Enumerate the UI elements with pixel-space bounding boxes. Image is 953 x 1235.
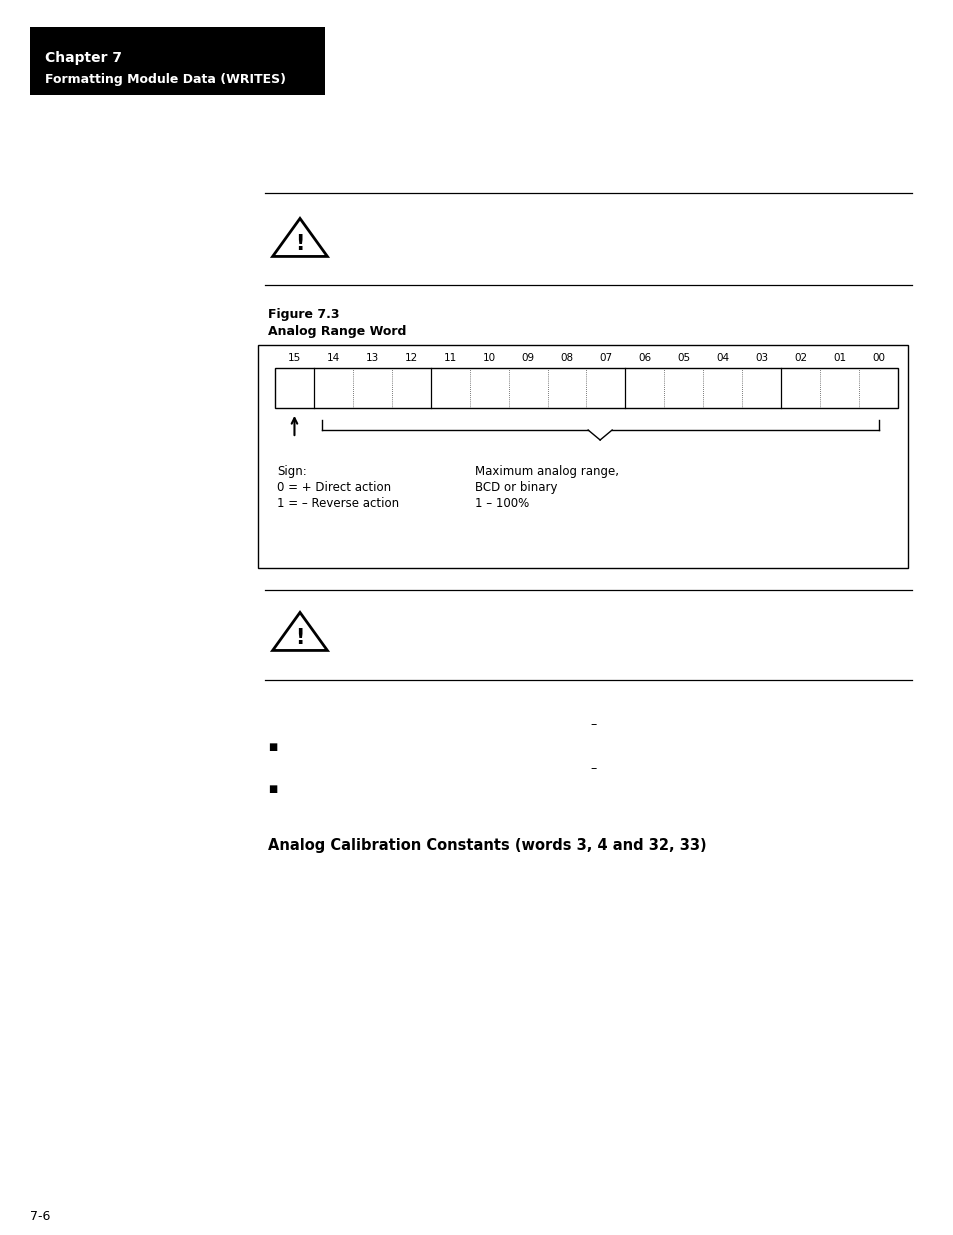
Bar bbox=[257, 345, 907, 568]
Text: Formatting Module Data (WRITES): Formatting Module Data (WRITES) bbox=[45, 74, 286, 86]
Text: 04: 04 bbox=[716, 353, 729, 363]
Text: 12: 12 bbox=[404, 353, 417, 363]
Text: 07: 07 bbox=[598, 353, 612, 363]
Text: 03: 03 bbox=[755, 353, 767, 363]
Text: 14: 14 bbox=[327, 353, 339, 363]
Text: Sign:: Sign: bbox=[276, 466, 307, 478]
Text: 11: 11 bbox=[443, 353, 456, 363]
Bar bbox=[274, 368, 897, 408]
Text: –: – bbox=[589, 762, 596, 776]
Text: Analog Range Word: Analog Range Word bbox=[268, 325, 406, 338]
Text: –: – bbox=[589, 718, 596, 731]
Text: ■: ■ bbox=[268, 784, 277, 794]
Text: Analog Calibration Constants (words 3, 4 and 32, 33): Analog Calibration Constants (words 3, 4… bbox=[268, 839, 706, 853]
Text: !: ! bbox=[295, 233, 304, 254]
Text: !: ! bbox=[295, 629, 304, 648]
Text: Chapter 7: Chapter 7 bbox=[45, 51, 122, 65]
Text: 06: 06 bbox=[638, 353, 651, 363]
Text: 7-6: 7-6 bbox=[30, 1210, 51, 1223]
Bar bbox=[30, 27, 325, 95]
Text: 09: 09 bbox=[521, 353, 534, 363]
Text: 00: 00 bbox=[871, 353, 884, 363]
Text: BCD or binary: BCD or binary bbox=[475, 480, 557, 494]
Text: 1 – 100%: 1 – 100% bbox=[475, 496, 529, 510]
Text: 02: 02 bbox=[793, 353, 806, 363]
Text: 10: 10 bbox=[482, 353, 496, 363]
Text: 01: 01 bbox=[832, 353, 845, 363]
Text: 15: 15 bbox=[288, 353, 301, 363]
Text: 08: 08 bbox=[559, 353, 573, 363]
Text: 1 = – Reverse action: 1 = – Reverse action bbox=[276, 496, 398, 510]
Text: 13: 13 bbox=[365, 353, 378, 363]
Text: 0 = + Direct action: 0 = + Direct action bbox=[276, 480, 391, 494]
Text: 05: 05 bbox=[677, 353, 690, 363]
Text: Maximum analog range,: Maximum analog range, bbox=[475, 466, 618, 478]
Text: ■: ■ bbox=[268, 742, 277, 752]
Text: Figure 7.3: Figure 7.3 bbox=[268, 308, 339, 321]
